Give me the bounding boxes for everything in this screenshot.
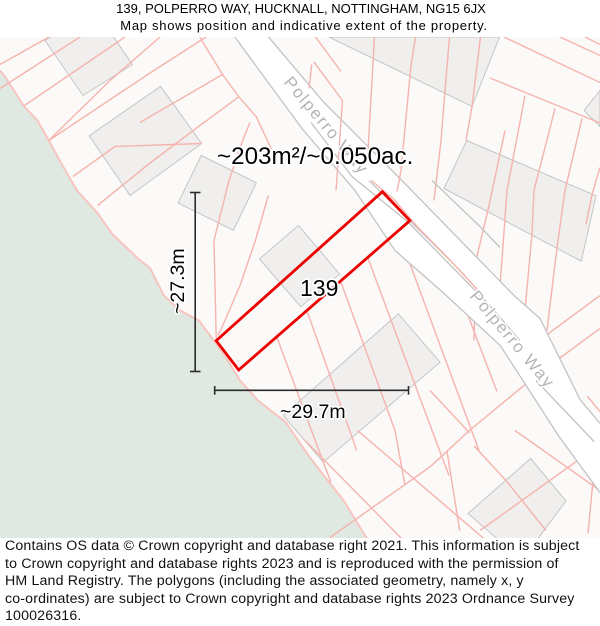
svg-text:139: 139	[300, 275, 338, 301]
svg-text:~29.7m: ~29.7m	[280, 401, 346, 423]
svg-text:~203m²/~0.050ac.: ~203m²/~0.050ac.	[217, 143, 413, 170]
svg-text:~27.3m: ~27.3m	[167, 248, 189, 314]
